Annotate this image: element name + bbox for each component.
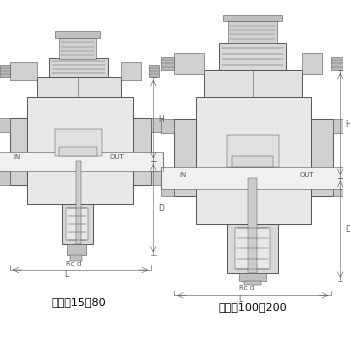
Text: 呼び径100～200: 呼び径100～200 bbox=[218, 302, 287, 312]
Bar bbox=[226, 135, 279, 167]
Bar bbox=[0, 152, 162, 170]
Bar bbox=[161, 119, 174, 133]
Text: Rc d: Rc d bbox=[239, 285, 254, 290]
Text: 呼び內15～80: 呼び內15～80 bbox=[51, 297, 106, 307]
Bar bbox=[0, 65, 10, 77]
Bar bbox=[196, 97, 312, 224]
Bar bbox=[219, 43, 286, 70]
Bar bbox=[66, 244, 86, 255]
Bar bbox=[223, 15, 282, 21]
Bar bbox=[174, 52, 204, 74]
Text: Rc d: Rc d bbox=[66, 261, 81, 267]
Text: L: L bbox=[64, 270, 69, 279]
Text: H: H bbox=[346, 120, 350, 128]
Bar bbox=[27, 97, 133, 204]
Bar bbox=[151, 118, 162, 132]
Bar bbox=[59, 38, 96, 60]
Bar bbox=[66, 208, 88, 240]
Bar bbox=[244, 281, 261, 285]
Bar bbox=[62, 204, 93, 244]
Text: OUT: OUT bbox=[300, 172, 314, 178]
Text: IN: IN bbox=[14, 154, 21, 160]
Bar bbox=[49, 57, 108, 77]
Bar bbox=[151, 171, 162, 185]
Bar bbox=[248, 178, 257, 273]
Bar bbox=[55, 32, 100, 38]
Bar bbox=[174, 119, 196, 196]
Bar bbox=[161, 182, 174, 196]
Bar bbox=[161, 167, 346, 189]
Text: D: D bbox=[346, 225, 350, 234]
Bar bbox=[333, 182, 346, 196]
Text: H: H bbox=[159, 115, 164, 124]
Bar bbox=[133, 118, 151, 185]
Bar bbox=[239, 273, 266, 281]
Text: D: D bbox=[159, 204, 164, 213]
Bar bbox=[76, 161, 81, 244]
Bar bbox=[59, 147, 97, 156]
Bar bbox=[10, 118, 27, 185]
Bar bbox=[228, 21, 277, 43]
Text: OUT: OUT bbox=[110, 154, 124, 160]
Bar bbox=[232, 156, 273, 167]
Bar bbox=[55, 129, 102, 156]
Bar bbox=[204, 70, 302, 97]
Bar bbox=[0, 118, 10, 132]
Bar bbox=[10, 62, 37, 80]
Bar bbox=[121, 62, 141, 80]
Bar bbox=[331, 57, 345, 70]
Bar bbox=[227, 224, 278, 273]
Text: L: L bbox=[239, 295, 243, 304]
Bar bbox=[235, 228, 271, 269]
Bar bbox=[333, 119, 346, 133]
Bar bbox=[70, 255, 82, 261]
Bar bbox=[0, 171, 10, 185]
Text: IN: IN bbox=[179, 172, 187, 178]
Bar bbox=[161, 57, 174, 70]
Bar bbox=[302, 52, 322, 74]
Bar bbox=[149, 65, 159, 77]
Bar bbox=[312, 119, 333, 196]
Bar bbox=[37, 77, 121, 97]
